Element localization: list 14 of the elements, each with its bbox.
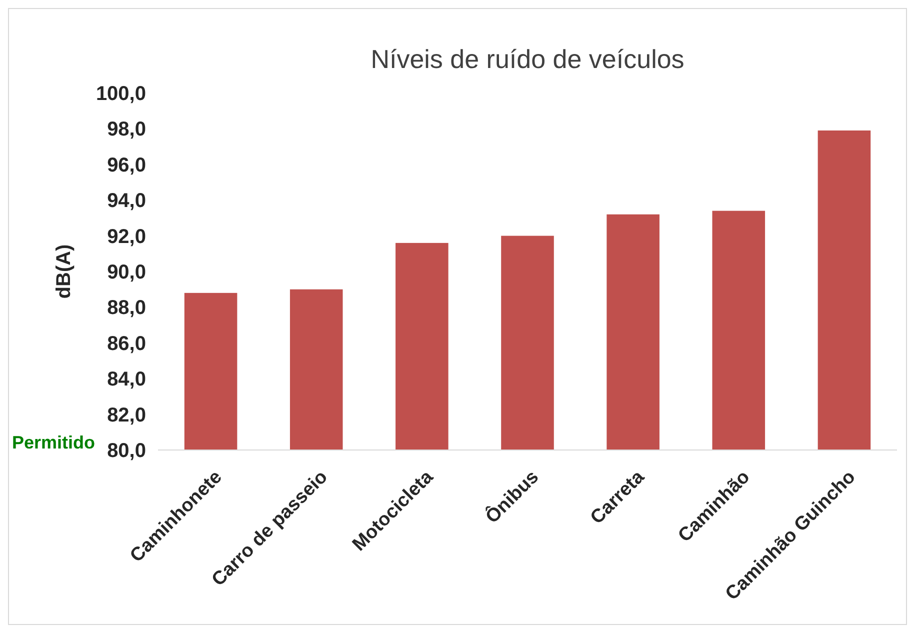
text: Permitido	[12, 432, 96, 452]
y-tick-label: 98,0	[107, 118, 146, 141]
chart-title: Níveis de ruído de veículos	[370, 44, 684, 74]
y-tick-label: 100,0	[96, 83, 146, 105]
y-tick-label: 92,0	[107, 226, 146, 248]
y-tick-label: 88,0	[107, 297, 146, 320]
y-tick-label: 96,0	[107, 154, 146, 176]
y-tick-label: 80,0	[107, 440, 146, 462]
y-axis-title: dB(A)	[53, 244, 75, 299]
y-tick-label: 86,0	[107, 332, 146, 355]
y-tick-label: 94,0	[107, 190, 146, 212]
y-tick-label: 82,0	[107, 404, 146, 426]
y-tick-label: 84,0	[107, 368, 146, 391]
y-tick-label: 90,0	[107, 262, 146, 284]
